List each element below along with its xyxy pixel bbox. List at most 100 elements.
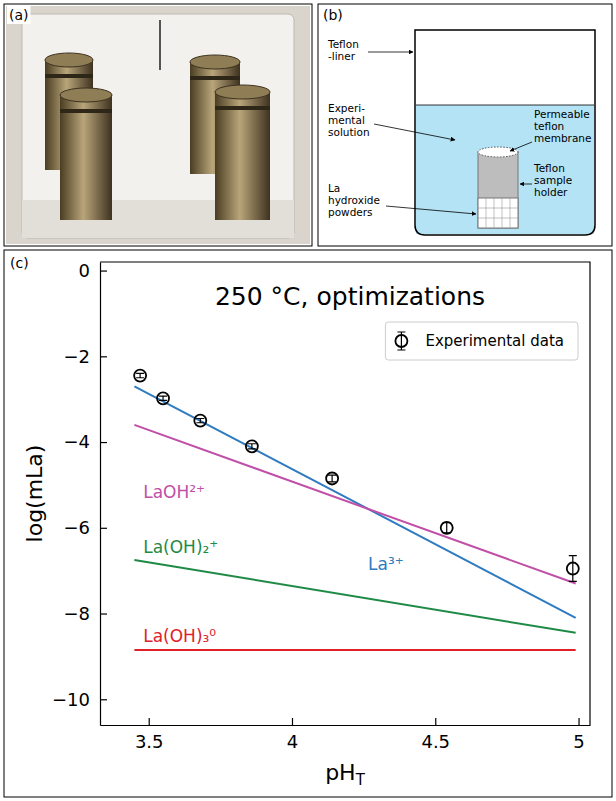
- grid-line: [486, 198, 487, 228]
- panel-b: [318, 4, 612, 246]
- pointer-arrow: [368, 52, 413, 53]
- diagram-label-line: powders: [328, 206, 373, 218]
- solution: [416, 105, 594, 234]
- tick-label: −4: [63, 431, 90, 452]
- tick: 3.5: [135, 718, 164, 752]
- tick-label: 5: [573, 731, 584, 752]
- label-patch: [7, 6, 31, 24]
- tick-mark: [100, 613, 107, 614]
- tick-mark: [149, 718, 150, 725]
- tick-mark: [100, 442, 107, 443]
- error-bar: [443, 523, 451, 533]
- autoclave-ring: [190, 76, 240, 80]
- error-bar: [196, 418, 204, 422]
- tick-label: −10: [52, 689, 90, 710]
- error-bar: [136, 373, 144, 377]
- data-point: [134, 370, 146, 382]
- tick-label: 4: [287, 731, 298, 752]
- error-bar: [248, 444, 256, 449]
- autoclave-ring: [45, 74, 93, 78]
- diagram-label-line: solution: [328, 126, 370, 138]
- tick-mark: [100, 528, 107, 529]
- x-axis-title-main: pH: [325, 760, 356, 785]
- axis-line: [101, 725, 591, 726]
- data-point: [246, 440, 258, 452]
- species-line: [134, 425, 575, 584]
- grid-line: [494, 198, 495, 228]
- chart-title: 250 °C, optimizations: [215, 282, 485, 311]
- diagram-label: Experi-mentalsolution: [328, 102, 370, 138]
- plot-marks: [134, 370, 579, 650]
- tick-label: 3.5: [135, 731, 164, 752]
- tick: 4: [287, 718, 298, 752]
- species-line: [134, 560, 575, 633]
- tick: 5: [573, 718, 584, 752]
- tick-label: −6: [63, 517, 90, 538]
- diagram-label: Lahydroxidepowders: [328, 182, 380, 218]
- data-point: [194, 415, 206, 427]
- sample-holder: [478, 152, 518, 228]
- diagram-label-line: Permeable: [534, 108, 590, 120]
- tick-mark: [100, 270, 107, 271]
- x-axis-title: pHT: [325, 760, 366, 789]
- diagram-label-line: membrane: [534, 132, 591, 144]
- data-point: [157, 392, 169, 404]
- grid-line: [510, 198, 511, 228]
- pointer-arrow: [520, 184, 532, 185]
- data-point: [441, 522, 453, 534]
- autoclave-body: [215, 92, 270, 220]
- tick-mark: [100, 699, 107, 700]
- diagram-label: Permeableteflonmembrane: [534, 108, 591, 144]
- legend-label: Experimental data: [425, 332, 564, 350]
- diagram-label-line: Experi-: [328, 102, 365, 114]
- tick-mark: [435, 718, 436, 725]
- panel-c: [4, 250, 612, 797]
- diagram-label-line: hydroxide: [328, 194, 380, 206]
- diagram-label: Teflonsampleholder: [533, 162, 572, 198]
- tick-mark: [578, 718, 579, 725]
- tick-label: −8: [63, 603, 90, 624]
- panel-a: [4, 4, 312, 246]
- pointer-arrow: [510, 142, 532, 151]
- autoclave: [215, 85, 270, 220]
- diagram-label-line: La: [328, 182, 340, 194]
- autoclave-cap: [190, 55, 240, 69]
- setup-diagram: Teflon-linerExperi-mentalsolutionPermeab…: [327, 30, 595, 235]
- autoclave-ring: [215, 106, 270, 110]
- thermocouple: [159, 20, 161, 70]
- oven-illustration: [6, 6, 310, 244]
- autoclave-cap: [215, 85, 270, 99]
- powder-compartment: [478, 198, 518, 228]
- tick-label: −2: [63, 346, 90, 367]
- data-point: [567, 563, 579, 575]
- pointer-arrow: [386, 206, 476, 214]
- oven-interior: [22, 14, 294, 238]
- panel-label: (c): [10, 255, 29, 271]
- species-line: [134, 649, 575, 651]
- diagram-label-line: holder: [534, 186, 568, 198]
- tick-mark: [292, 718, 293, 725]
- figure: (a) Teflon-linerExperi-mentalsolutionPerm…: [0, 0, 616, 801]
- y-axis-title: log(mLa): [22, 445, 47, 543]
- diagram-label-line: sample: [534, 174, 572, 186]
- y-axis: −10 −8 −6 −4 −2 0: [52, 260, 107, 726]
- series-label: La(OH)₃⁰: [143, 626, 216, 646]
- tick: 0: [79, 260, 107, 281]
- autoclave-ring: [60, 109, 112, 113]
- diagram-label-line: Teflon: [533, 162, 565, 174]
- tick-label: 4.5: [421, 731, 450, 752]
- oven-frame: [6, 6, 310, 244]
- error-bar: [159, 396, 167, 400]
- autoclave-body: [60, 95, 112, 220]
- autoclave-cap: [45, 53, 93, 67]
- panel-label: (a): [9, 7, 29, 23]
- error-bar: [569, 556, 577, 582]
- legend: Experimental data: [385, 322, 578, 360]
- legend-marker-errorbar: [397, 332, 405, 350]
- x-axis-title-subscript: T: [355, 771, 366, 789]
- diagram-label-line: mental: [328, 114, 365, 126]
- solution-surface: [416, 105, 594, 106]
- grid-line: [478, 218, 518, 219]
- autoclave: [60, 88, 112, 220]
- teflon-liner: [415, 30, 595, 235]
